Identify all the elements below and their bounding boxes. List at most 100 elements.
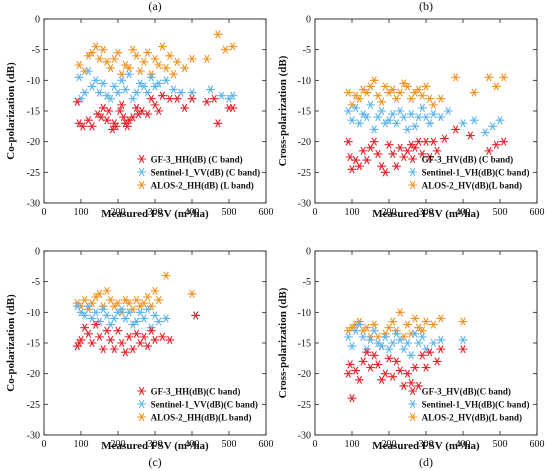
data-point — [135, 308, 145, 317]
data-point — [187, 94, 197, 103]
data-point — [165, 51, 175, 60]
y-tick-label: -30 — [298, 199, 311, 210]
data-point — [78, 122, 88, 131]
data-point — [94, 289, 105, 298]
legend-label: GF-3_HV(dB)(C band) — [422, 387, 511, 397]
data-point — [421, 363, 431, 372]
data-point — [150, 335, 160, 344]
data-point — [113, 88, 123, 97]
data-point — [428, 100, 438, 109]
data-point — [165, 335, 175, 344]
data-point — [417, 149, 427, 158]
data-point — [180, 103, 190, 112]
data-point — [343, 326, 353, 335]
data-point — [428, 137, 438, 146]
data-point — [83, 116, 93, 125]
data-point — [202, 97, 212, 106]
data-point — [135, 79, 145, 88]
series-3 — [72, 271, 197, 317]
data-point — [484, 146, 494, 155]
legend-label: ALOS-2_HH(dB)(L band) — [151, 413, 252, 423]
data-point — [209, 94, 219, 103]
data-point — [91, 308, 101, 317]
data-point — [343, 106, 353, 116]
data-point — [131, 51, 142, 60]
y-tick-label: -25 — [298, 400, 311, 411]
data-point — [113, 48, 123, 57]
data-point — [96, 113, 106, 122]
data-point — [362, 156, 372, 165]
series-2 — [74, 67, 238, 103]
data-point — [150, 286, 160, 295]
data-point — [80, 323, 90, 332]
data-point — [417, 332, 427, 341]
data-point — [428, 338, 438, 348]
x-axis-label: Measured FSV (m³/ha) — [101, 208, 209, 220]
data-point — [458, 317, 468, 326]
legend-marker — [408, 399, 418, 409]
data-point — [94, 317, 105, 326]
data-point — [98, 45, 108, 54]
data-point — [124, 70, 134, 79]
data-point — [417, 326, 427, 335]
data-point — [369, 320, 379, 329]
data-point — [87, 314, 97, 323]
data-point — [72, 299, 82, 308]
data-point — [135, 338, 145, 348]
data-point — [458, 119, 468, 128]
data-point — [347, 394, 357, 403]
data-point — [417, 351, 427, 360]
data-point — [119, 113, 129, 122]
data-point — [410, 122, 420, 131]
data-point — [146, 73, 156, 82]
data-point — [106, 335, 116, 344]
panel-tag: (d) — [419, 455, 433, 469]
data-point — [94, 88, 105, 97]
data-point — [365, 82, 376, 91]
data-point — [469, 116, 479, 125]
y-tick-label: -5 — [303, 45, 311, 56]
legend-label: Sentinel-1_VV(dB) (C band) — [151, 168, 261, 178]
data-point — [83, 51, 93, 60]
x-tick-label: 600 — [259, 439, 274, 450]
data-point — [451, 73, 461, 82]
data-point — [380, 332, 390, 341]
data-point — [143, 305, 153, 314]
series-3 — [343, 73, 509, 109]
data-point — [133, 110, 143, 119]
legend: GF-3_HH(dB)(C band) Sentinel-1_VV(dB)(C b… — [137, 387, 258, 423]
y-tick-label: -30 — [27, 199, 40, 210]
x-axis-label: Measured FSV (m³/ha) — [101, 440, 209, 452]
data-point — [107, 125, 117, 134]
x-tick-label: 200 — [111, 439, 126, 450]
data-point — [94, 332, 105, 341]
data-point — [421, 137, 431, 146]
data-point — [351, 91, 361, 100]
data-point — [120, 348, 130, 357]
chart-panel-2: 0 100 200 300 400 500 600 -30 -25 -20 -15 -10 -5 0 Mea… — [277, 0, 545, 220]
data-point — [358, 85, 368, 94]
y-tick-label: -30 — [27, 431, 40, 442]
data-point — [117, 305, 127, 314]
x-tick-label: 400 — [185, 439, 200, 450]
x-tick-label: 500 — [493, 207, 508, 218]
data-point — [106, 94, 116, 103]
y-tick-label: -25 — [27, 168, 40, 179]
data-point — [106, 296, 116, 305]
data-point — [120, 314, 130, 323]
data-point — [131, 88, 142, 97]
legend-label: ALOS-2_HH(dB) (L band) — [151, 181, 254, 191]
data-point — [362, 323, 372, 332]
data-point — [373, 360, 383, 369]
data-point — [91, 76, 101, 85]
data-point — [425, 152, 435, 162]
x-tick-label: 0 — [313, 207, 318, 218]
data-point — [480, 128, 490, 137]
data-point — [76, 308, 86, 317]
data-point — [102, 91, 112, 100]
data-point — [128, 94, 138, 103]
data-point — [146, 70, 156, 79]
data-point — [157, 332, 167, 341]
data-point — [157, 91, 167, 100]
x-tick-label: 400 — [185, 207, 200, 218]
